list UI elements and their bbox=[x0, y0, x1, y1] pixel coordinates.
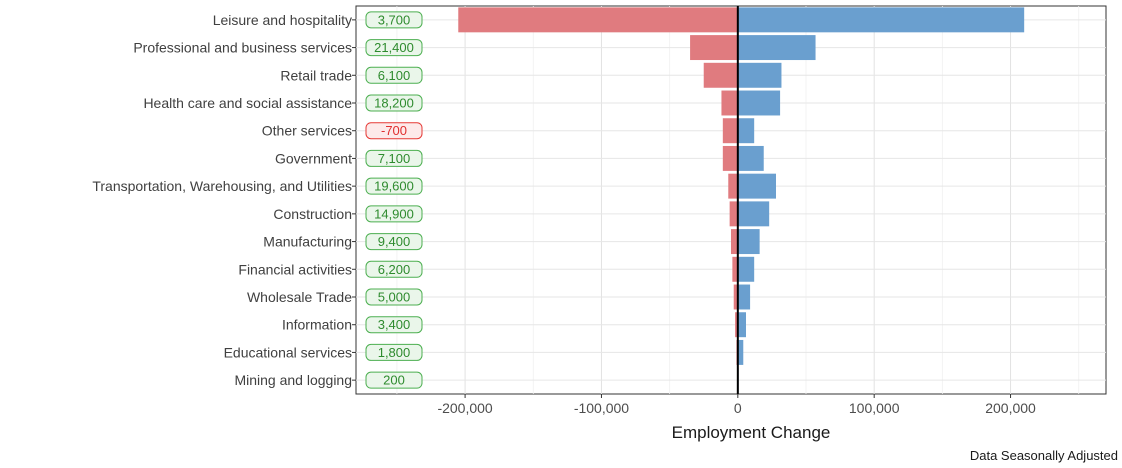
bar-positive-7 bbox=[737, 201, 770, 227]
category-label: Transportation, Warehousing, and Utiliti… bbox=[92, 178, 352, 194]
net-label-text: -700 bbox=[381, 123, 407, 138]
category-labels-group: Leisure and hospitality Professional and … bbox=[92, 12, 356, 388]
net-label-text: 21,400 bbox=[374, 40, 414, 55]
net-label-badge bbox=[365, 205, 423, 223]
net-label-badge bbox=[365, 316, 423, 334]
net-label-badge bbox=[365, 122, 423, 140]
bar-positive-12 bbox=[737, 339, 744, 365]
net-label-text: 1,800 bbox=[378, 345, 411, 360]
category-label: Financial activities bbox=[238, 261, 352, 277]
category-label: Information bbox=[282, 317, 352, 333]
bar-negative-6 bbox=[728, 173, 738, 199]
category-label: Manufacturing bbox=[263, 234, 352, 250]
bar-negative-7 bbox=[729, 201, 738, 227]
bar-positive-2 bbox=[737, 62, 782, 88]
bar-positive-6 bbox=[737, 173, 776, 199]
bar-positive-4 bbox=[737, 118, 755, 144]
net-label-badge bbox=[365, 149, 423, 167]
category-label: Leisure and hospitality bbox=[213, 12, 352, 28]
net-label-text: 18,200 bbox=[374, 96, 414, 111]
category-label: Mining and logging bbox=[234, 372, 352, 388]
net-label-badge bbox=[365, 39, 423, 57]
bar-positive-11 bbox=[737, 312, 746, 338]
x-tick-label: -200,000 bbox=[437, 400, 492, 416]
x-tick-label: 200,000 bbox=[985, 400, 1036, 416]
net-label-badge bbox=[365, 177, 423, 195]
net-label-text: 19,600 bbox=[374, 179, 414, 194]
bar-negative-9 bbox=[732, 256, 738, 282]
net-label-text: 14,900 bbox=[374, 206, 414, 221]
bars-group bbox=[458, 7, 1025, 393]
net-label-badge bbox=[365, 66, 423, 84]
net-label-text: 9,400 bbox=[378, 234, 411, 249]
category-label: Educational services bbox=[224, 344, 352, 360]
bar-positive-9 bbox=[737, 256, 755, 282]
net-label-text: 200 bbox=[383, 373, 405, 388]
x-axis-title: Employment Change bbox=[672, 423, 831, 442]
bar-positive-8 bbox=[737, 229, 760, 255]
net-label-badge bbox=[365, 260, 423, 278]
x-tick-label: -100,000 bbox=[574, 400, 629, 416]
caption: Data Seasonally Adjusted bbox=[970, 448, 1118, 463]
bar-positive-10 bbox=[737, 284, 751, 310]
net-label-text: 6,200 bbox=[378, 262, 411, 277]
net-label-text: 3,400 bbox=[378, 317, 411, 332]
category-label: Health care and social assistance bbox=[143, 95, 352, 111]
bar-negative-0 bbox=[458, 7, 738, 33]
bar-positive-5 bbox=[737, 145, 764, 171]
net-label-text: 7,100 bbox=[378, 151, 411, 166]
category-label: Government bbox=[275, 150, 352, 166]
x-ticks-group: -200,000 -100,000 0 100,000 200,000 bbox=[437, 394, 1036, 416]
category-label: Other services bbox=[262, 123, 352, 139]
net-label-text: 5,000 bbox=[378, 290, 411, 305]
net-label-text: 6,100 bbox=[378, 68, 411, 83]
net-label-text: 3,700 bbox=[378, 12, 411, 27]
net-label-badge bbox=[365, 233, 423, 251]
bar-positive-1 bbox=[737, 35, 816, 61]
bar-negative-2 bbox=[703, 62, 738, 88]
category-label: Retail trade bbox=[280, 67, 352, 83]
net-label-badge bbox=[365, 371, 423, 389]
bar-positive-0 bbox=[737, 7, 1025, 33]
bar-positive-3 bbox=[737, 90, 781, 116]
net-label-badge bbox=[365, 94, 423, 112]
category-label: Construction bbox=[273, 206, 352, 222]
net-label-badge bbox=[365, 288, 423, 306]
x-tick-label: 100,000 bbox=[849, 400, 900, 416]
bar-negative-11 bbox=[735, 312, 738, 338]
net-labels-group: 3,700 21,400 6,100 18,200 -700 7,100 19,600 14,… bbox=[365, 11, 423, 389]
bar-negative-3 bbox=[721, 90, 738, 116]
net-label-badge bbox=[365, 343, 423, 361]
bar-negative-5 bbox=[722, 145, 738, 171]
bar-negative-10 bbox=[733, 284, 738, 310]
category-label: Professional and business services bbox=[133, 40, 352, 56]
bar-negative-8 bbox=[731, 229, 738, 255]
category-label: Wholesale Trade bbox=[247, 289, 352, 305]
bar-negative-1 bbox=[690, 35, 738, 61]
x-tick-label: 0 bbox=[734, 400, 742, 416]
bar-negative-4 bbox=[722, 118, 738, 144]
net-label-badge bbox=[365, 11, 423, 29]
